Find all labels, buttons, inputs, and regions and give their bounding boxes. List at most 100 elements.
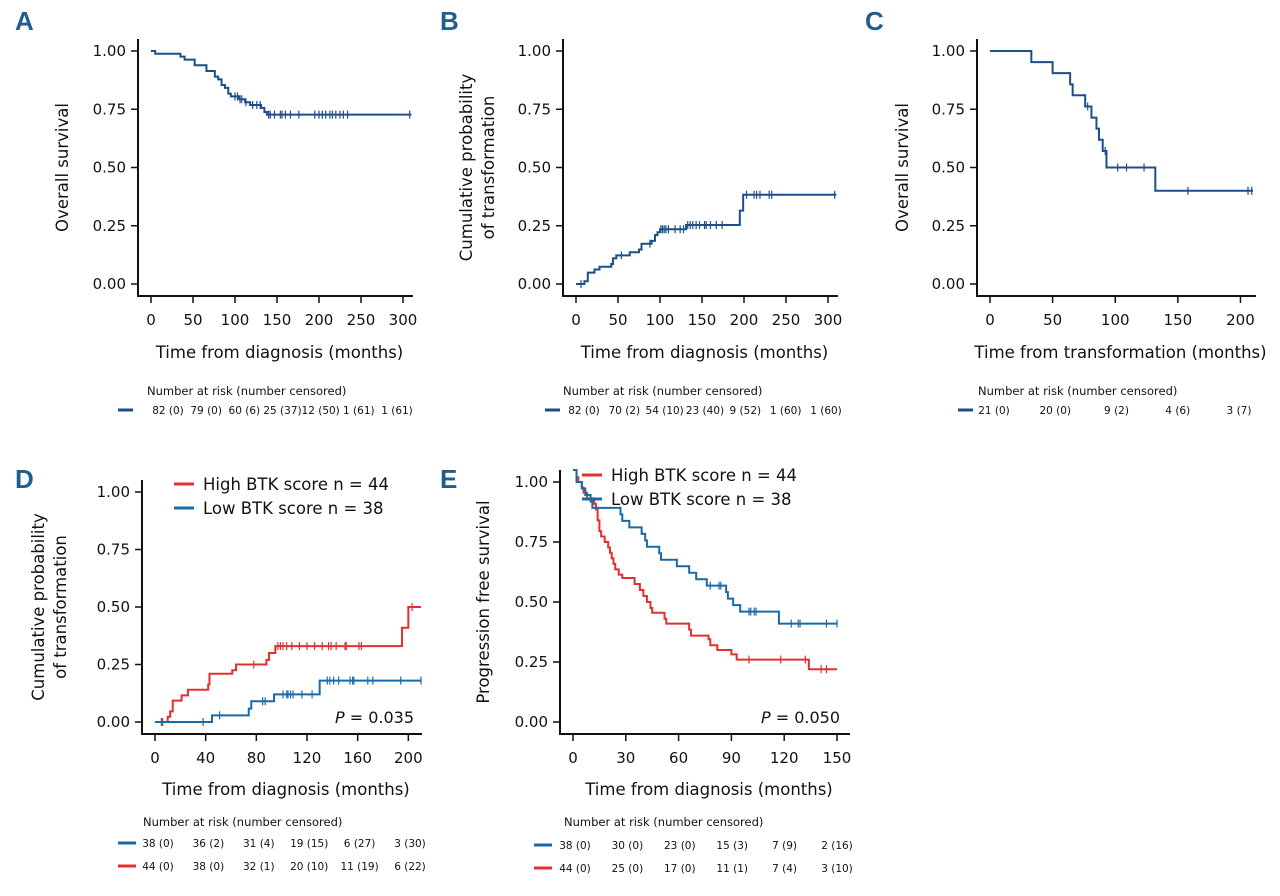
- y-tick-label: 1.00: [93, 42, 126, 60]
- panel-c: C 0.00 0.25 0.50 0.75 1.00 0 50 100 150 200 Time fr…: [865, 6, 1267, 417]
- panel-letter: E: [440, 464, 457, 494]
- x-axis-title: Time from diagnosis (months): [580, 343, 829, 362]
- x-tick-label: 100: [1101, 311, 1130, 329]
- p-value: P = 0.050: [761, 708, 840, 727]
- risk-value: 23 (40): [686, 405, 724, 417]
- x-tick-label: 150: [1164, 311, 1193, 329]
- x-tick-label: 0: [150, 749, 160, 767]
- y-tick-label: 0.75: [518, 100, 551, 118]
- risk-value: 1 (61): [381, 405, 413, 417]
- risk-value: 82 (0): [568, 405, 600, 417]
- panel-a: A 0.00 0.25 0.50 0.75 1.00 0 50 100 150 200 250 300 T…: [15, 6, 417, 417]
- y-tick-label: 0.00: [518, 275, 551, 293]
- risk-value: 1 (60): [810, 405, 842, 417]
- y-tick-label: 0.50: [93, 159, 126, 177]
- x-tick-label: 0: [571, 311, 581, 329]
- survival-curve-primary: [573, 469, 837, 671]
- x-tick-label: 300: [814, 311, 843, 329]
- x-tick-label: 40: [196, 749, 215, 767]
- x-tick-label: 200: [394, 749, 423, 767]
- x-tick-label: 200: [305, 311, 334, 329]
- x-axis-title: Time from diagnosis (months): [155, 343, 404, 362]
- y-axis-title: of transformation: [51, 535, 70, 679]
- x-tick-label: 60: [669, 749, 688, 767]
- y-tick-label: 1.00: [518, 42, 551, 60]
- risk-value: 1 (60): [770, 405, 802, 417]
- risk-value: 82 (0): [152, 405, 184, 417]
- y-tick-label: 0.00: [932, 275, 965, 293]
- risk-value: 15 (3): [716, 840, 748, 852]
- x-tick-label: 150: [263, 311, 292, 329]
- risk-value: 25 (37): [263, 405, 301, 417]
- x-tick-label: 50: [1043, 311, 1062, 329]
- risk-value: 9 (2): [1104, 405, 1129, 417]
- x-tick-label: 100: [221, 311, 250, 329]
- risk-value: 11 (1): [716, 863, 748, 875]
- x-axis-title: Time from diagnosis (months): [161, 780, 410, 799]
- risk-value: 3 (7): [1227, 405, 1252, 417]
- risk-value: 60 (6): [229, 405, 261, 417]
- risk-value: 7 (9): [772, 840, 797, 852]
- risk-value: 2 (16): [821, 840, 853, 852]
- survival-curve-primary: [990, 50, 1253, 192]
- x-tick-label: 200: [1226, 311, 1255, 329]
- legend-label: High BTK score n = 44: [203, 475, 389, 494]
- risk-value: 12 (50): [302, 405, 340, 417]
- survival-curve-primary: [576, 193, 837, 285]
- risk-value: 3 (30): [394, 838, 426, 850]
- panel-letter: A: [15, 6, 34, 36]
- y-tick-label: 0.50: [932, 159, 965, 177]
- y-tick-label: 0.50: [518, 159, 551, 177]
- y-tick-label: 1.00: [932, 42, 965, 60]
- y-tick-label: 0.25: [932, 217, 965, 235]
- y-axis-title: Cumulative probability: [29, 513, 48, 701]
- y-axis-title: Overall survival: [893, 103, 912, 232]
- legend-label: High BTK score n = 44: [611, 466, 797, 485]
- risk-value: 21 (0): [978, 405, 1010, 417]
- risk-value: 9 (52): [730, 405, 762, 417]
- risk-value: 32 (1): [243, 861, 275, 873]
- x-tick-label: 200: [730, 311, 759, 329]
- risk-table-title: Number at risk (number censored): [563, 384, 762, 398]
- risk-value: 19 (15): [290, 838, 328, 850]
- risk-table-title: Number at risk (number censored): [147, 384, 346, 398]
- y-tick-label: 0.25: [518, 217, 551, 235]
- y-tick-label: 0.25: [97, 656, 130, 674]
- x-tick-label: 150: [688, 311, 717, 329]
- x-tick-label: 120: [770, 749, 799, 767]
- x-tick-label: 160: [343, 749, 372, 767]
- x-tick-label: 50: [183, 311, 202, 329]
- x-tick-label: 120: [293, 749, 322, 767]
- risk-value: 31 (4): [243, 838, 275, 850]
- p-value: P = 0.035: [335, 708, 414, 727]
- panel-b: B 0.00 0.25 0.50 0.75 1.00 0 50 100 150 200 250 300 T…: [440, 6, 842, 417]
- risk-table-title: Number at risk (number censored): [564, 815, 763, 829]
- risk-value: 54 (10): [646, 405, 684, 417]
- risk-value: 17 (0): [664, 863, 696, 875]
- risk-value: 38 (0): [142, 838, 174, 850]
- x-axis-title: Time from diagnosis (months): [584, 780, 833, 799]
- y-tick-label: 0.75: [932, 100, 965, 118]
- panel-e: E 0.00 0.25 0.50 0.75 1.00 0 30 60 90 120 150 Time f…: [440, 464, 853, 875]
- risk-value: 79 (0): [190, 405, 222, 417]
- panel-letter: B: [440, 6, 459, 36]
- risk-value: 11 (19): [340, 861, 378, 873]
- y-tick-label: 0.75: [515, 533, 548, 551]
- risk-value: 25 (0): [612, 863, 644, 875]
- survival-curve-primary: [151, 50, 412, 116]
- risk-value: 44 (0): [142, 861, 174, 873]
- x-tick-label: 50: [608, 311, 627, 329]
- risk-value: 30 (0): [612, 840, 644, 852]
- legend-label: Low BTK score n = 38: [203, 499, 384, 518]
- y-axis-title: Progression free survival: [474, 500, 493, 703]
- x-tick-label: 0: [568, 749, 578, 767]
- risk-table-title: Number at risk (number censored): [978, 384, 1177, 398]
- risk-value: 1 (61): [343, 405, 375, 417]
- risk-table-title: Number at risk (number censored): [143, 815, 342, 829]
- y-axis-title: Overall survival: [53, 103, 72, 232]
- y-tick-label: 1.00: [515, 473, 548, 491]
- y-tick-label: 0.75: [93, 100, 126, 118]
- x-tick-label: 250: [772, 311, 801, 329]
- x-tick-label: 0: [985, 311, 995, 329]
- risk-value: 4 (6): [1165, 405, 1190, 417]
